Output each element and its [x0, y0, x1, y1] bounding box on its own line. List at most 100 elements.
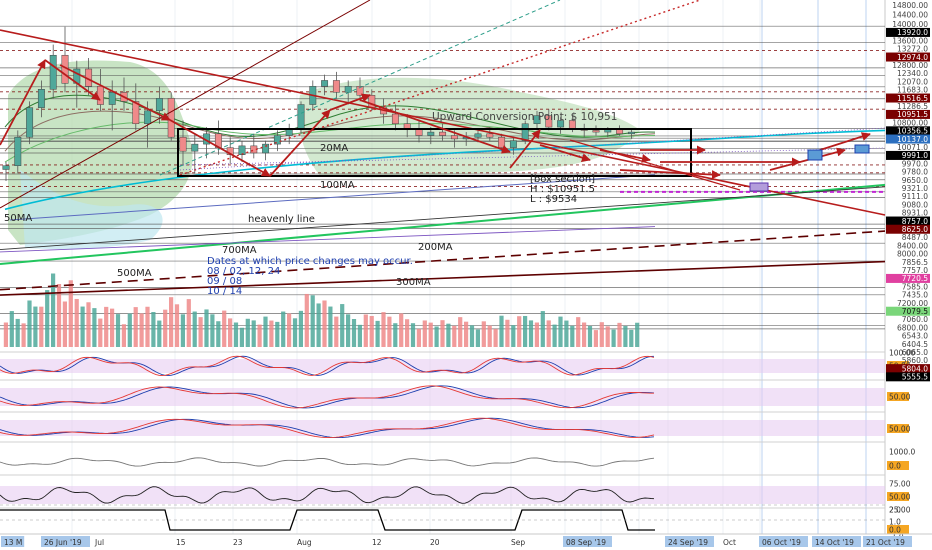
price-label: 8400.00	[897, 241, 928, 250]
volume-bar	[375, 320, 380, 347]
price-label: 8625.0	[902, 225, 928, 234]
price-tag	[886, 372, 930, 382]
arrow	[59, 64, 171, 121]
price-tag	[886, 224, 930, 234]
volume-bar	[39, 306, 44, 347]
target-box	[807, 149, 823, 161]
osc-level-tag	[887, 492, 909, 501]
ma700-label: 700MA	[222, 245, 257, 256]
price-label: 7720.5	[902, 274, 928, 283]
volume-bar	[204, 309, 209, 347]
box-high-label: H : $10951.5	[530, 184, 595, 195]
volume-bar	[198, 317, 203, 347]
price-label: 11516.5	[897, 94, 928, 103]
ma-line	[0, 230, 886, 291]
candle-body	[49, 54, 57, 90]
price-label: 8931.0	[902, 209, 928, 218]
ma300-label: 300MA	[396, 277, 431, 288]
drawings	[0, 0, 886, 216]
candle-body	[403, 123, 411, 129]
volume-bar	[239, 327, 244, 347]
volume-bar	[469, 325, 475, 347]
price-label: 14400.00	[892, 10, 928, 19]
trend-line	[0, 0, 371, 209]
price-label: 6065.0	[902, 348, 928, 357]
volume-bar	[304, 293, 309, 347]
trend-line	[179, 147, 886, 166]
time-tag	[665, 536, 714, 547]
volume-bar	[428, 322, 433, 347]
price-label: 12070.0	[897, 77, 928, 86]
candlesticks	[2, 26, 635, 181]
price-label: 7585.0	[902, 282, 928, 291]
volume-bar	[104, 306, 109, 347]
volume-bar	[139, 313, 144, 347]
volume-bar	[599, 322, 604, 347]
osc-level-label: 0.0	[889, 526, 901, 535]
time-label: 13 M	[4, 538, 22, 547]
volume-bar	[163, 309, 168, 347]
ma20-label: 20MA	[320, 143, 348, 154]
time-label: 24 Sep '19	[668, 538, 708, 547]
volume-bar	[228, 318, 233, 347]
arrow	[269, 109, 331, 177]
price-label: 7856.5	[902, 258, 928, 267]
ma200-label: 200MA	[418, 242, 453, 253]
volume-bars	[3, 273, 640, 347]
volume-bar	[174, 304, 180, 347]
upward-conversion-label: Upward Conversion Point: $ 10,951	[432, 111, 617, 123]
volume-bar	[151, 312, 156, 347]
candle-body	[545, 115, 553, 128]
volume-bar	[210, 314, 215, 347]
candle-body	[108, 92, 116, 105]
osc-level-label: 50.00	[889, 493, 911, 502]
price-label: 9970.0	[902, 159, 928, 168]
target-box	[749, 182, 769, 192]
box-section	[177, 128, 692, 177]
price-label: 9111.0	[902, 192, 928, 201]
ma-line	[0, 183, 886, 266]
price-label: 7200.00	[897, 299, 928, 308]
osc-step-line	[0, 509, 655, 531]
volume-bar	[493, 328, 498, 347]
candle-body	[332, 80, 340, 93]
annotations: Upward Conversion Point: $ 10,951 [box s…	[4, 111, 617, 297]
price-label: 8000.00	[897, 250, 928, 259]
volume-bar	[180, 314, 185, 347]
candle-body	[96, 86, 104, 105]
dates-line-2: 09 / 08	[207, 276, 242, 287]
candle-body	[2, 165, 10, 170]
price-tag	[886, 126, 930, 136]
osc-line	[0, 417, 655, 439]
price-label: 9780.0	[902, 168, 928, 177]
volume-bar	[74, 298, 79, 347]
volume-bar	[587, 326, 593, 347]
time-tag	[863, 536, 912, 547]
volume-bar	[623, 326, 628, 347]
volume-bar	[617, 322, 622, 347]
volume-bar	[564, 320, 569, 347]
volume-bar	[192, 311, 197, 347]
time-tag	[1, 536, 25, 547]
volume-bar	[287, 313, 292, 347]
volume-bar	[121, 324, 126, 347]
volume-bar	[310, 295, 315, 347]
volume-bar	[475, 329, 480, 347]
volume-bar	[80, 306, 85, 347]
candle-body	[179, 136, 187, 152]
osc-band	[0, 388, 885, 406]
trend-line	[179, 0, 701, 176]
volume-bar	[576, 317, 581, 347]
candle-body	[191, 143, 199, 152]
volume-bar	[98, 318, 103, 347]
volume-bar	[346, 314, 351, 347]
candle-body	[474, 133, 482, 138]
arrow	[44, 59, 101, 101]
candle-body	[439, 131, 447, 136]
trend-line	[0, 29, 886, 216]
volume-bar	[245, 318, 250, 347]
volume-bar	[369, 315, 374, 347]
ma100-label: 100MA	[320, 180, 355, 191]
price-tag	[886, 150, 930, 160]
